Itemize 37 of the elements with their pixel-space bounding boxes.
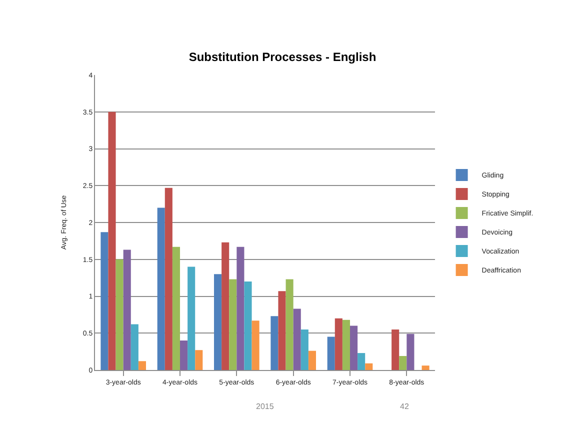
- bar: [406, 334, 414, 370]
- bar: [222, 242, 230, 370]
- bar: [123, 250, 131, 370]
- bar: [229, 279, 237, 370]
- bar: [365, 363, 373, 370]
- bar: [334, 318, 342, 370]
- chart-title: Substitution Processes - English: [188, 50, 376, 64]
- bar: [116, 259, 124, 370]
- bar: [138, 361, 146, 370]
- bar: [157, 208, 165, 370]
- bar: [214, 274, 222, 370]
- bar: [244, 282, 252, 370]
- text: 2015: [256, 402, 274, 411]
- bar: [308, 350, 316, 370]
- bar: [188, 266, 196, 370]
- bar: [300, 329, 308, 370]
- bar: [100, 232, 108, 370]
- bar: [108, 112, 116, 370]
- bar: [172, 246, 180, 370]
- text: 42: [400, 402, 410, 411]
- bar: [195, 350, 203, 370]
- bar: [399, 356, 407, 370]
- bar: [164, 188, 172, 370]
- bar: [286, 279, 294, 370]
- bar: [236, 246, 244, 370]
- bar: [130, 324, 138, 370]
- bar: [350, 326, 358, 370]
- bar: [293, 308, 301, 370]
- bar: [327, 336, 335, 370]
- bar: [252, 320, 260, 370]
- bar: [358, 353, 366, 370]
- bar: [270, 316, 278, 370]
- bar: [422, 366, 430, 370]
- bar: [180, 340, 188, 370]
- bar: [392, 329, 400, 370]
- bar: [278, 291, 286, 370]
- bar: [342, 320, 350, 370]
